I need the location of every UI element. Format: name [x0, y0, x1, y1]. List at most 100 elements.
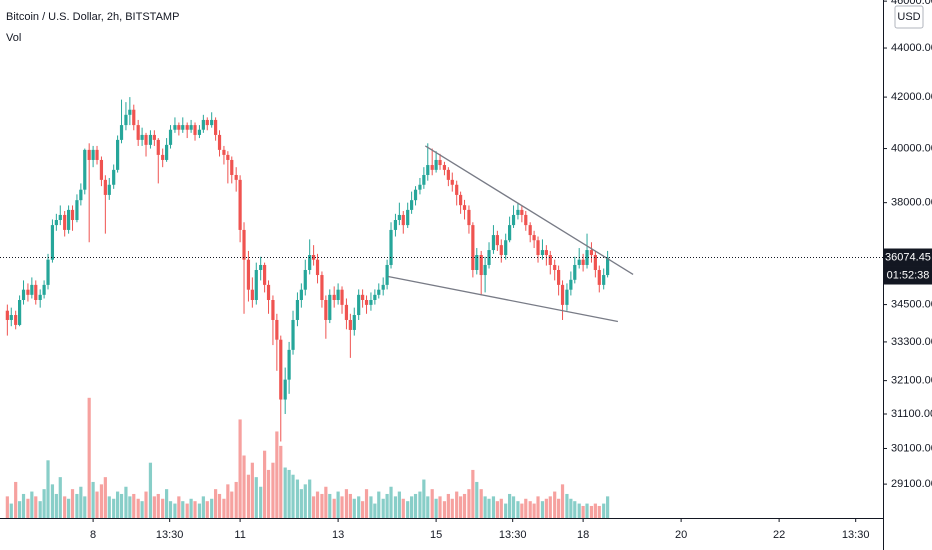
y-tick-label: 34500.00: [891, 298, 932, 310]
candle-body: [177, 125, 181, 130]
volume-bar: [283, 467, 287, 518]
y-tick-label: 38000.00: [891, 197, 932, 209]
candle-body: [214, 119, 218, 135]
candle-body: [475, 255, 479, 270]
volume-bar: [291, 474, 295, 518]
candle-body: [320, 275, 324, 301]
candle-body: [540, 250, 545, 256]
candle-body: [573, 264, 577, 280]
candle-body: [38, 294, 42, 301]
volume-bar: [14, 481, 18, 518]
candle-body: [589, 250, 594, 256]
candle-body: [34, 284, 38, 301]
last-price-box: [884, 248, 932, 267]
candle-body: [250, 289, 254, 301]
candle-body: [364, 300, 369, 305]
currency-box[interactable]: [894, 5, 924, 29]
candle-body: [565, 289, 569, 305]
candle-body: [30, 284, 34, 295]
volume-bar: [573, 501, 577, 518]
volume-bar: [479, 489, 483, 518]
candle-body: [283, 379, 287, 400]
candle-body: [577, 259, 581, 265]
candle-body: [87, 149, 91, 160]
volume-bar: [328, 493, 332, 518]
candle-body: [14, 315, 18, 325]
volume-bar: [124, 486, 128, 518]
volume-bar: [210, 498, 214, 518]
volume-bar: [189, 498, 193, 518]
candle-body: [410, 200, 414, 210]
candle-body: [18, 300, 22, 325]
volume-bar: [181, 501, 185, 518]
volume-bar: [165, 489, 169, 518]
candle-body: [152, 134, 156, 140]
volume-bar: [21, 493, 26, 518]
candle-body: [181, 125, 185, 130]
candle-body: [230, 159, 234, 175]
candle-body: [83, 149, 87, 190]
candle-body: [401, 214, 405, 226]
candle-body: [560, 284, 565, 305]
volume-bar: [303, 484, 307, 518]
volume-bar: [312, 496, 316, 518]
volume-bar: [565, 493, 569, 518]
candle-body: [377, 289, 381, 295]
volume-bar: [266, 469, 271, 518]
currency[interactable]: USD: [897, 11, 920, 23]
volume-bar: [589, 505, 594, 518]
candle-body: [107, 184, 111, 195]
volume-bar: [320, 493, 324, 518]
candle-body: [516, 209, 520, 215]
volume-bar: [540, 501, 545, 518]
candle-body: [185, 125, 189, 130]
volume-bar: [50, 484, 55, 518]
volume-bar: [581, 505, 585, 518]
candle-body: [291, 319, 295, 350]
volume-bar: [54, 493, 58, 518]
candle-body: [442, 165, 447, 170]
candle-body: [165, 144, 169, 160]
volume-bar: [499, 498, 503, 518]
volume-bar: [128, 496, 132, 518]
volume-bar: [140, 501, 144, 518]
volume-bar: [30, 491, 34, 518]
candle-body: [148, 134, 153, 145]
volume-bar: [116, 491, 120, 518]
volume-bar: [560, 484, 565, 518]
volume-bar: [242, 455, 246, 518]
volume-bar: [75, 493, 79, 518]
volume-bar: [455, 491, 459, 518]
x-tick-label: 8: [90, 529, 96, 541]
x-tick-label: 13:30: [842, 529, 870, 541]
volume-bar: [532, 503, 536, 518]
volume-bar: [156, 493, 160, 518]
volume-bar: [471, 469, 475, 518]
candle-body: [234, 174, 238, 180]
volume-bar: [254, 477, 258, 518]
candle-body: [536, 240, 540, 256]
candle-body: [54, 220, 58, 226]
volume-bar: [585, 503, 589, 518]
candle-body: [132, 109, 136, 126]
volume-bar: [67, 498, 71, 518]
candle-body: [63, 214, 67, 230]
candle-body: [254, 269, 258, 301]
candle-body: [557, 269, 561, 285]
candle-body: [483, 264, 487, 276]
volume-bar: [295, 479, 300, 518]
volume-bar: [238, 419, 242, 518]
x-tick-label: 13:30: [499, 529, 527, 541]
y-tick-label: 30100.00: [891, 442, 932, 454]
volume-bar: [230, 491, 234, 518]
candle-body: [238, 179, 242, 230]
candle-body: [140, 134, 144, 140]
x-tick-label: 15: [430, 529, 442, 541]
candle-body: [193, 125, 197, 135]
volume-bar: [361, 501, 365, 518]
volume-bar: [487, 498, 491, 518]
candle-body: [205, 119, 209, 126]
candle-body: [593, 255, 597, 270]
volume-bar: [393, 496, 398, 518]
candle-body: [173, 125, 177, 130]
